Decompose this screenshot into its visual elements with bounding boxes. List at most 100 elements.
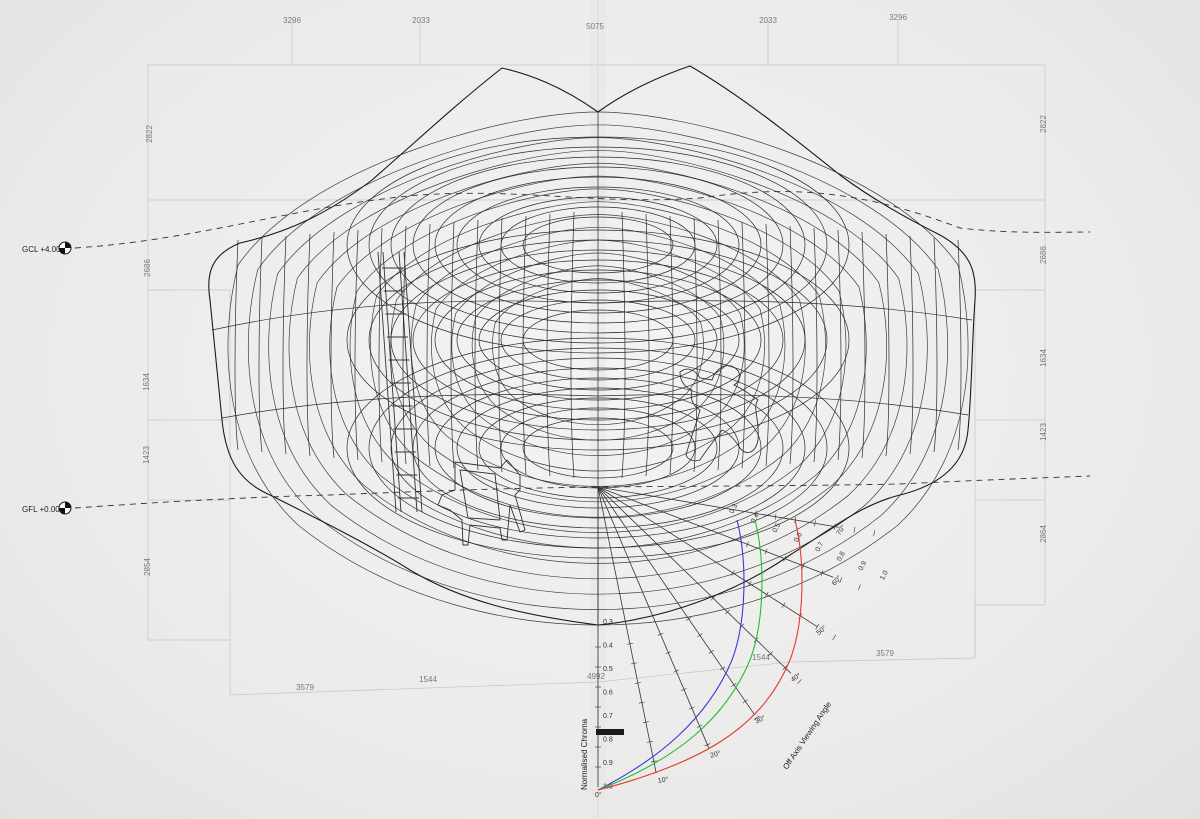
ray-tick [768, 651, 773, 657]
dim-top-2: 2033 [412, 16, 430, 25]
dimension-lines [147, 20, 1046, 696]
dim-top-5: 3296 [889, 13, 907, 22]
chroma-chart: 0° 10° 20° 30° 40° 50° 60° 70° 0.3 0.4 0.5 0.6 0.7 0.… [580, 486, 890, 799]
upper-tick-label: 0.3 [729, 503, 740, 515]
upper-tick-label: 1.0 [879, 569, 890, 581]
dim-left-2: 2686 [143, 259, 152, 277]
ray-tick [731, 570, 735, 576]
mesh-line [813, 227, 818, 463]
dim-left-3: 1634 [142, 373, 151, 391]
upper-tick-label: 0.7 [815, 541, 826, 553]
mesh-line [861, 231, 866, 459]
dim-bottom-1: 3579 [296, 683, 314, 692]
ray-tick [747, 581, 752, 587]
ray-tick [755, 510, 757, 517]
ray-tick [697, 633, 703, 638]
dim-right-3: 1634 [1039, 349, 1048, 367]
ray-tick [839, 577, 843, 584]
ray-tick [858, 584, 861, 591]
chroma-tick-label: 0.8 [603, 737, 613, 744]
ray-tick [814, 520, 816, 527]
angle-tick-label: 60° [830, 574, 843, 587]
chair-outline [437, 459, 526, 546]
ray-tick [853, 526, 856, 533]
mesh-line [645, 213, 650, 477]
dim-bottom-3: 4992 [587, 672, 605, 681]
ray-tick [797, 679, 802, 684]
angle-ray [597, 486, 834, 578]
gfl-datum-fill [59, 502, 71, 514]
angle-ray [597, 486, 792, 674]
upper-tick-label: 0.5 [772, 522, 783, 534]
person-outline [679, 365, 759, 462]
ray-tick [753, 715, 760, 720]
right-dimensions: 2822 2686 1634 1423 2864 [1039, 115, 1048, 543]
mesh-line [306, 233, 311, 457]
ray-tick [665, 651, 672, 655]
ray-tick [746, 541, 749, 548]
ray-tick [642, 721, 649, 724]
ray-tick [781, 602, 786, 608]
angle-rays [595, 486, 875, 787]
ray-tick [688, 706, 695, 710]
ray-tick [685, 616, 692, 621]
ladder-rungs [382, 267, 420, 499]
ray-tick [764, 548, 768, 555]
chroma-tick-label: 0.6 [603, 690, 613, 697]
ray-tick [832, 634, 837, 641]
mesh-line [330, 231, 335, 459]
chroma-tick-label: 0.9 [603, 760, 613, 767]
chart-xlabel: Off Axis Viewing Angle [781, 700, 833, 772]
ray-tick [696, 724, 703, 728]
ray-tick [634, 682, 641, 684]
dim-right-4: 1423 [1039, 423, 1048, 441]
angle-tick-label: 0° [595, 791, 602, 799]
dim-right-2: 2686 [1039, 246, 1048, 264]
ray-tick [833, 523, 836, 530]
angle-tick-label: 50° [815, 624, 828, 637]
ray-tick [673, 669, 680, 673]
angle-ray [597, 486, 657, 774]
ray-tick [704, 743, 711, 747]
mesh-line [426, 223, 431, 467]
blue-curve [597, 519, 745, 791]
mesh-line [765, 223, 770, 467]
chair-seat [459, 469, 501, 521]
dim-right-5: 2864 [1039, 525, 1048, 543]
ray-tick [782, 665, 788, 670]
ray-tick [764, 591, 769, 598]
dim-bottom-4: 1544 [752, 653, 770, 662]
green-curve [597, 519, 763, 791]
dim-bottom-2: 1544 [419, 675, 437, 684]
ray-tick [719, 666, 726, 671]
ray-tick [774, 513, 777, 520]
ray-tick [626, 642, 633, 645]
gcl-marker: GCL +4.00 [22, 241, 72, 255]
upper-tick-label: 0.4 [750, 512, 761, 524]
ray-tick [646, 740, 653, 743]
ray-tick [783, 555, 787, 562]
top-dimensions: 3296 2033 5075 2033 3296 [283, 13, 907, 31]
angle-ray [597, 486, 710, 749]
ladder-rail-right-inner [403, 251, 423, 513]
mesh-line [741, 221, 746, 469]
mesh-line [837, 229, 842, 461]
dimension-line [789, 657, 976, 663]
ray-tick [731, 682, 737, 687]
left-dimensions: 2822 2686 1634 1423 2854 [142, 125, 154, 576]
upper-tick-label: 0.8 [836, 550, 847, 562]
ladder-rail-left-inner [382, 251, 402, 513]
mesh-line [546, 213, 551, 477]
chroma-tick-label: 0.7 [603, 713, 613, 720]
mesh-line [789, 225, 794, 465]
person-figure [679, 365, 759, 462]
mesh-line [669, 215, 674, 475]
gfl-label: GFL +0.00 [22, 505, 60, 514]
dimension-line [229, 681, 599, 696]
ray-tick [820, 570, 824, 576]
chroma-tick-label: 0.3 [603, 619, 613, 626]
ray-tick [657, 632, 664, 636]
dim-right-1: 2822 [1039, 115, 1048, 133]
mesh-line [450, 221, 455, 469]
